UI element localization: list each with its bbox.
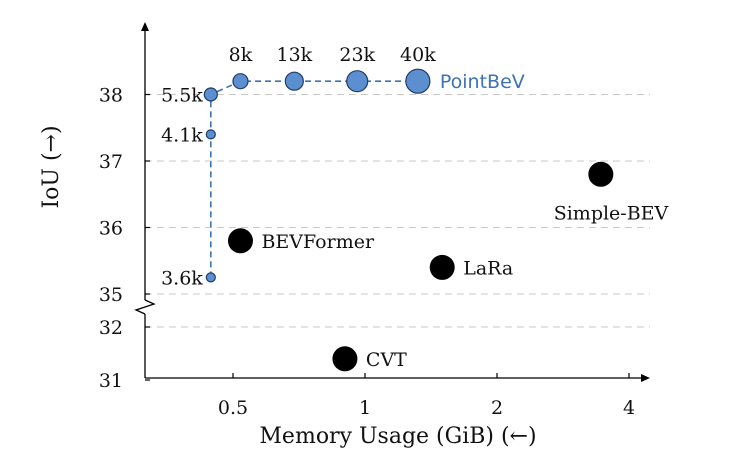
pointbev-point-label: 23k <box>339 44 375 66</box>
other-methods: BEVFormer LaRa Simple-BEV CVT <box>227 161 669 372</box>
method-point <box>332 346 358 372</box>
y-tick-label: 36 <box>99 218 123 240</box>
tick-labels: 0.5 1 2 4 31 32 35 36 37 38 <box>99 85 635 420</box>
y-tick-label: 35 <box>99 284 123 306</box>
y-tick-label: 37 <box>99 151 123 173</box>
series-label: PointBeV <box>440 71 525 93</box>
pointbev-point <box>203 87 218 102</box>
method-label: Simple-BEV <box>554 202 669 224</box>
method-point <box>227 228 253 254</box>
y-axis-arrow <box>141 22 149 31</box>
pointbev-point-label: 3.6k <box>161 267 203 289</box>
y-axis-title: IoU (→) <box>39 125 64 208</box>
pointbev-point-label: 40k <box>400 44 436 66</box>
pointbev-point <box>346 70 369 93</box>
method-point <box>588 161 614 187</box>
y-tick-label: 32 <box>99 317 123 339</box>
x-tick-label: 2 <box>491 397 503 419</box>
gridlines <box>145 94 650 328</box>
method-label: BEVFormer <box>261 231 374 253</box>
method-label: CVT <box>366 349 407 371</box>
x-axis-arrow <box>641 374 650 382</box>
x-tick-label: 0.5 <box>218 397 248 419</box>
y-tick-label: 38 <box>99 85 123 107</box>
pointbev-point <box>284 71 304 91</box>
y-axis-break <box>134 299 156 315</box>
method-point <box>429 254 455 280</box>
x-axis-title: Memory Usage (GiB) (←) <box>259 424 536 449</box>
pointbev-point <box>232 73 249 90</box>
x-tick-label: 1 <box>359 397 371 419</box>
pointbev-point-label: 13k <box>276 44 312 66</box>
pointbev-point <box>205 129 216 140</box>
pointbev-point-label: 4.1k <box>161 124 203 146</box>
pointbev-point <box>405 68 431 94</box>
pointbev-point-label: 5.5k <box>161 85 203 107</box>
pointbev-point <box>205 272 216 283</box>
y-tick-label: 31 <box>99 370 123 392</box>
pointbev-point-label: 8k <box>229 44 253 66</box>
x-tick-label: 4 <box>623 397 635 419</box>
axes <box>134 22 650 382</box>
method-label: LaRa <box>463 257 513 279</box>
